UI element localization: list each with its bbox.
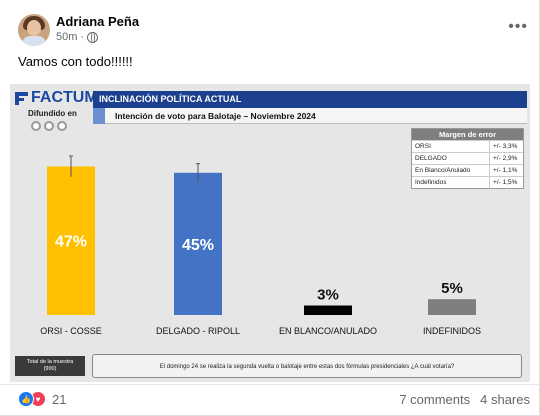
margin-row: En Blanco/Anulado +/- 1,1%	[412, 164, 523, 176]
tv-channel-logo	[31, 121, 67, 131]
bar-0	[47, 166, 95, 315]
bar-2	[304, 305, 352, 315]
like-icon: 👍	[18, 391, 34, 407]
margin-row: ORSI +/- 3,3%	[412, 140, 523, 152]
margin-row: Indefinidos +/- 1,5%	[412, 176, 523, 188]
more-dots-icon[interactable]: •••	[508, 18, 528, 35]
post-image[interactable]: FACTUM Difundido en INCLINACIÓN POLÍTICA…	[10, 84, 530, 382]
chart-header-title: INCLINACIÓN POLÍTICA ACTUAL	[93, 91, 527, 108]
reaction-count: 21	[52, 391, 67, 407]
shares-link[interactable]: 4 shares	[480, 392, 530, 407]
category-label-3: INDEFINIDOS	[423, 326, 481, 336]
sample-label: Total de la muestra	[26, 359, 74, 365]
footer-divider	[0, 384, 540, 385]
meta-separator: ·	[80, 31, 85, 43]
bar-3	[428, 299, 476, 315]
factum-logo-icon	[15, 91, 28, 105]
difundido-label: Difundido en	[28, 109, 77, 118]
factum-logo: FACTUM	[15, 89, 98, 107]
brand-name: FACTUM	[31, 89, 98, 106]
globe-icon	[87, 31, 99, 43]
sample-size-box: Total de la muestra (900)	[15, 356, 85, 376]
author-name[interactable]: Adriana Peña	[56, 14, 140, 29]
bar-1	[174, 172, 222, 315]
value-label-2: 3%	[317, 287, 339, 304]
vote-bar-chart: 47% ORSI - COSSE 45% DELGADO - RIPOLL 3% EN B…	[40, 155, 481, 336]
avatar[interactable]	[18, 14, 50, 46]
margin-title: Margen de error	[412, 129, 523, 140]
value-label-1: 45%	[182, 237, 214, 254]
post-time[interactable]: 50m	[56, 31, 78, 43]
comments-link[interactable]: 7 comments	[399, 392, 471, 407]
post-meta: 50m ·	[56, 31, 99, 43]
margin-of-error-table: Margen de error ORSI +/- 3,3% DELGADO +/- …	[411, 128, 524, 189]
survey-question: El domingo 24 se realiza la segunda vuel…	[92, 354, 522, 378]
header-stripe	[93, 108, 105, 124]
margin-row: DELGADO +/- 2,9%	[412, 152, 523, 164]
value-label-3: 5%	[441, 280, 463, 297]
post-stats: 7 comments 4 shares	[399, 392, 530, 407]
reactions-summary[interactable]: 👍 ♥ 21	[18, 391, 66, 407]
category-label-1: DELGADO - RIPOLL	[156, 326, 240, 336]
chart-header-subtitle: Intención de voto para Balotaje – Noviem…	[105, 108, 527, 124]
category-label-2: EN BLANCO/ANULADO	[279, 326, 377, 336]
sample-value: (900)	[43, 366, 57, 372]
value-label-0: 47%	[55, 234, 87, 251]
post-text: Vamos con todo!!!!!!	[18, 54, 133, 69]
category-label-0: ORSI - COSSE	[40, 326, 102, 336]
